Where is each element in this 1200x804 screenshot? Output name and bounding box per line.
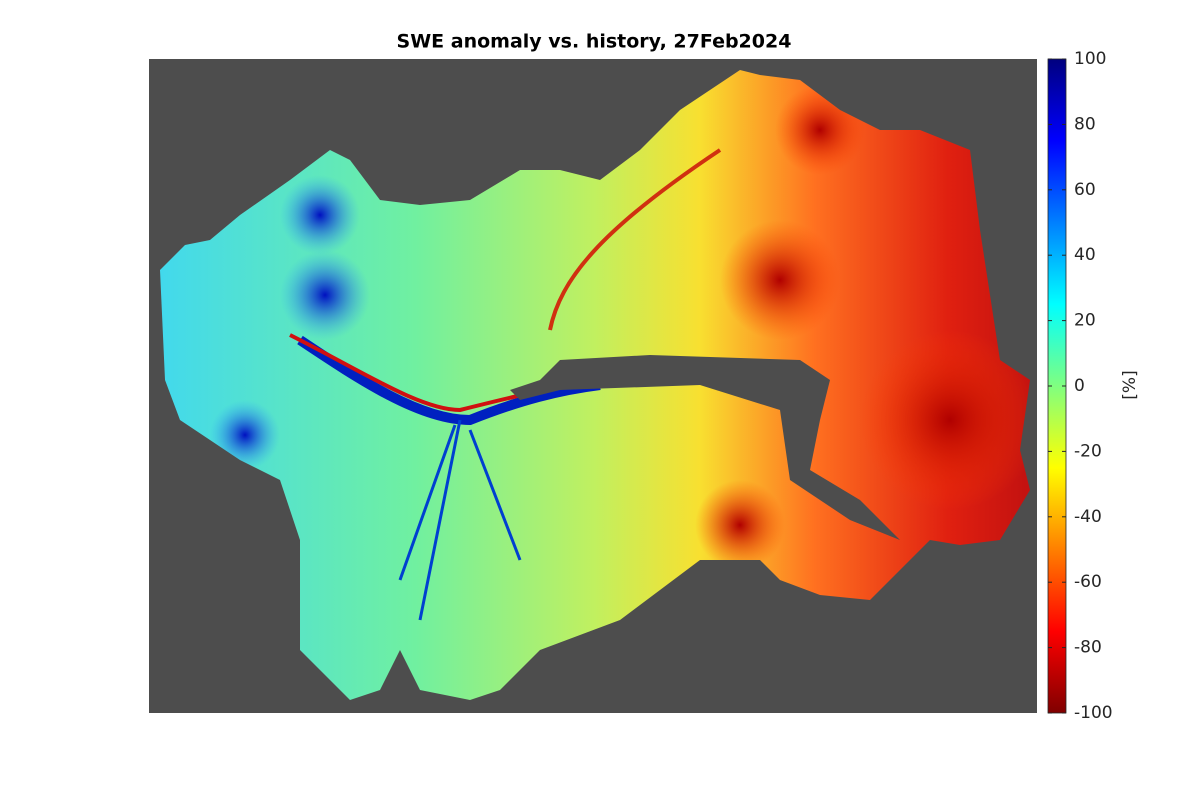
colorbar-tick-label: -100 bbox=[1074, 703, 1113, 723]
colorbar-tick-label: -20 bbox=[1074, 441, 1102, 461]
colorbar-tick-label: 40 bbox=[1074, 245, 1096, 265]
colorbar-tick-label: 80 bbox=[1074, 114, 1096, 134]
colorbar-tick-label: 0 bbox=[1074, 376, 1085, 396]
colorbar-label: [%] bbox=[1120, 370, 1140, 399]
colorbar-tick-label: -60 bbox=[1074, 572, 1102, 592]
colorbar-tick-label: -80 bbox=[1074, 638, 1102, 658]
colorbar-tick-label: -40 bbox=[1074, 507, 1102, 527]
colorbar-tick-label: 60 bbox=[1074, 180, 1096, 200]
colorbar-tick-label: 100 bbox=[1074, 49, 1106, 69]
title: SWE anomaly vs. history, 27Feb2024 bbox=[397, 31, 792, 53]
colorbar-tick-label: 20 bbox=[1074, 311, 1096, 331]
